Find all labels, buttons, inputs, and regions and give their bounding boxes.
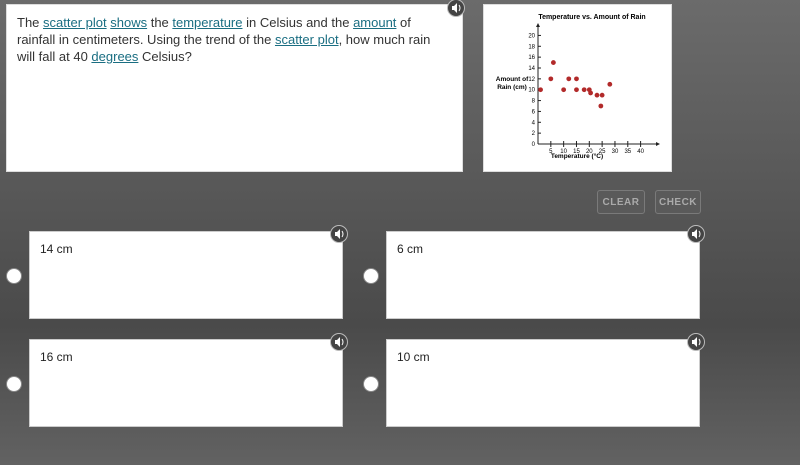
data-point	[599, 92, 605, 98]
glossary-link[interactable]: scatter plot	[274, 32, 339, 47]
question-text: of rainfall in centimeters. Using the tr…	[17, 15, 411, 47]
x-tick-label: 40	[637, 149, 644, 155]
y-axis-label: Rain (cm)	[497, 84, 527, 91]
question-text: in Celsius and the	[242, 15, 354, 30]
data-point	[566, 76, 572, 82]
x-tick-label: 25	[599, 149, 606, 155]
y-tick-label: 4	[532, 120, 536, 126]
y-tick-label: 0	[532, 142, 536, 148]
glossary-link[interactable]: amount	[353, 15, 397, 30]
data-point	[598, 103, 604, 109]
radio-button[interactable]	[6, 268, 22, 284]
question-text: Celsius?	[138, 49, 192, 64]
answer-option[interactable]: 10 cm	[386, 339, 700, 427]
chart-panel: Temperature vs. Amount of Rain Temperatu…	[483, 4, 672, 172]
chart: Temperature vs. Amount of Rain Temperatu…	[496, 14, 660, 160]
glossary-link[interactable]: temperature	[172, 15, 243, 30]
audio-button[interactable]	[330, 225, 348, 243]
audio-button[interactable]	[687, 333, 705, 351]
x-tick-label: 20	[586, 149, 593, 155]
radio-button[interactable]	[363, 376, 379, 392]
y-axis-label: Amount of	[496, 76, 529, 83]
y-tick-label: 10	[528, 88, 535, 94]
data-point	[581, 87, 587, 93]
data-point	[607, 81, 613, 87]
x-tick-label: 15	[573, 149, 580, 155]
answer-option[interactable]: 16 cm	[29, 339, 343, 427]
glossary-link[interactable]: degrees	[91, 49, 139, 64]
action-button[interactable]: CHECK	[655, 190, 701, 214]
y-tick-label: 6	[532, 109, 536, 115]
y-tick-label: 16	[528, 55, 535, 61]
audio-button[interactable]	[687, 225, 705, 243]
y-tick-label: 8	[532, 99, 536, 105]
question-text: The	[17, 15, 44, 30]
x-tick-label: 30	[612, 149, 619, 155]
question-text: , how much rain will fall at 40	[17, 32, 431, 64]
question-panel: The scatter plot shows the temperature i…	[6, 4, 463, 172]
action-button[interactable]: CLEAR	[597, 190, 645, 214]
y-tick-label: 2	[532, 131, 536, 137]
y-tick-label: 12	[528, 77, 535, 83]
audio-button[interactable]	[330, 333, 348, 351]
data-point	[594, 92, 600, 98]
x-tick-label: 10	[560, 149, 567, 155]
radio-button[interactable]	[6, 376, 22, 392]
glossary-link[interactable]: scatter plot	[43, 15, 107, 30]
y-tick-label: 14	[528, 66, 535, 72]
answer-option[interactable]: 6 cm	[386, 231, 700, 319]
glossary-link[interactable]: shows	[110, 15, 148, 30]
answer-option[interactable]: 14 cm	[29, 231, 343, 319]
x-axis-label: Temperature (°C)	[551, 152, 603, 160]
radio-button[interactable]	[363, 268, 379, 284]
y-tick-label: 18	[528, 44, 535, 50]
data-point	[574, 87, 579, 93]
chart-title: Temperature vs. Amount of Rain	[538, 14, 645, 21]
question-text: the	[147, 15, 173, 30]
y-tick-label: 20	[528, 33, 535, 39]
data-point	[588, 90, 593, 96]
data-point	[574, 76, 579, 82]
audio-button[interactable]	[447, 0, 465, 17]
x-tick-label: 35	[624, 149, 631, 155]
data-point	[550, 60, 556, 65]
x-tick-label: 5	[549, 149, 553, 155]
data-point	[548, 76, 554, 82]
data-point	[561, 87, 567, 93]
axis-arrow	[536, 23, 660, 146]
data-point	[538, 87, 543, 93]
